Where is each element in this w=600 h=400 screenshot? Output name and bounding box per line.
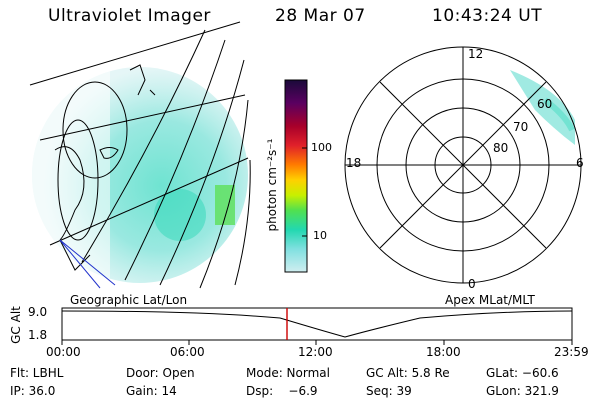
mlt-label-18: 18 xyxy=(346,156,362,170)
mlat-label-70: 70 xyxy=(513,120,529,134)
colorbar-unit-label: photon cm⁻²s⁻¹ xyxy=(265,138,279,232)
status-dsp: Dsp: −6.9 xyxy=(246,384,318,398)
timeline-xtick-1200: 12:00 xyxy=(298,345,333,359)
mlat-label-60: 60 xyxy=(537,97,553,111)
status-gc-alt: GC Alt: 5.8 Re xyxy=(366,366,450,380)
mlt-label-6: 6 xyxy=(576,156,584,170)
instrument-title: Ultraviolet Imager xyxy=(48,6,211,26)
timeline-ylabel: GC Alt xyxy=(9,306,23,344)
timeline-ytick-9: 9.0 xyxy=(28,305,48,319)
geographic-map xyxy=(29,21,251,289)
status-gain: Gain: 14 xyxy=(126,384,177,398)
mlt-label-0: 0 xyxy=(468,277,476,291)
polar-plot xyxy=(344,46,582,284)
status-glat: GLat: −60.6 xyxy=(486,366,559,380)
timeline-xtick-0600: 06:00 xyxy=(170,345,205,359)
colorbar xyxy=(284,79,308,273)
timeline-ytick-1-8: 1.8 xyxy=(28,328,48,342)
mlt-label-12: 12 xyxy=(468,47,484,61)
timeline-xtick-0000: 00:00 xyxy=(46,345,81,359)
apex-panel-label: Apex MLat/MLT xyxy=(445,293,535,307)
altitude-timeline xyxy=(61,307,573,345)
geographic-panel-label: Geographic Lat/Lon xyxy=(70,293,188,307)
colorbar-tick-10: 10 xyxy=(313,229,327,242)
status-filter: Flt: LBHL xyxy=(10,366,64,380)
timeline-xtick-2359: 23:59 xyxy=(554,345,589,359)
time-label: 10:43:24 UT xyxy=(432,6,543,26)
colorbar-tick-100: 100 xyxy=(311,141,332,154)
status-glon: GLon: 321.9 xyxy=(486,384,559,398)
timeline-xtick-1800: 18:00 xyxy=(426,345,461,359)
status-mode: Mode: Normal xyxy=(246,366,330,380)
status-seq: Seq: 39 xyxy=(366,384,412,398)
status-ip: IP: 36.0 xyxy=(10,384,56,398)
mlat-label-80: 80 xyxy=(493,141,509,155)
status-door: Door: Open xyxy=(126,366,195,380)
date-label: 28 Mar 07 xyxy=(275,6,366,26)
